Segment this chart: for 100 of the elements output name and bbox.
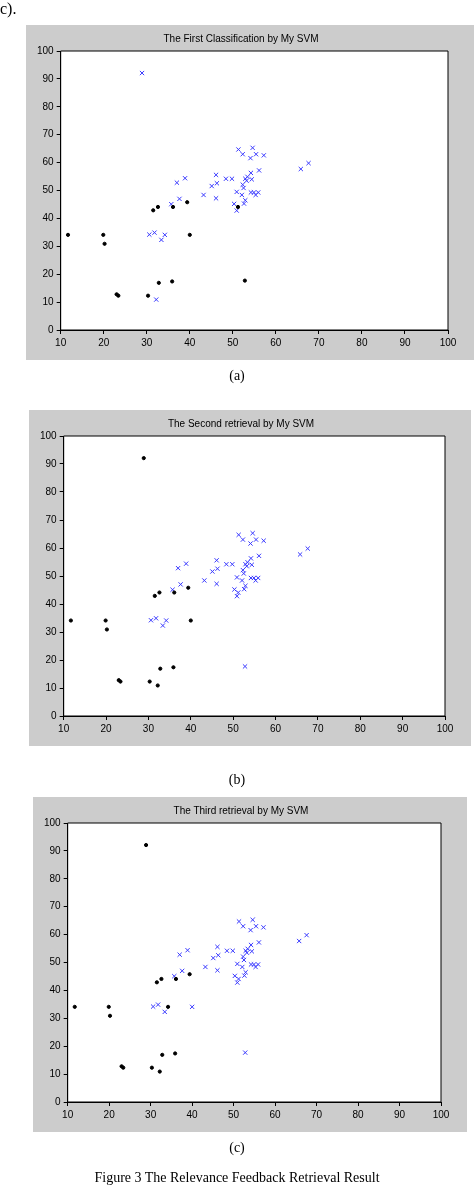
text: c).	[0, 0, 17, 18]
y-tick-label: 0	[48, 323, 55, 335]
point	[241, 586, 247, 592]
point	[179, 968, 185, 974]
point	[234, 979, 240, 986]
x-tick-label: 20	[98, 336, 110, 348]
point	[177, 952, 183, 958]
point	[261, 152, 267, 158]
point	[250, 145, 256, 151]
y-tick-label: 90	[45, 457, 58, 469]
point	[240, 182, 246, 188]
point	[151, 230, 158, 236]
point	[231, 201, 237, 207]
point	[223, 561, 229, 567]
point	[253, 151, 259, 157]
caption: Figure 3 The Relevance Feedback Retrieval Result	[93, 1170, 381, 1185]
point	[162, 232, 168, 238]
chart-title: The Second retrieval by My SVM	[167, 417, 315, 429]
x-tick-label: 10	[62, 1108, 74, 1120]
x-tick-label: 90	[397, 722, 409, 734]
point	[255, 961, 261, 968]
x-tick-label: 50	[227, 722, 240, 734]
point	[229, 176, 235, 182]
point	[239, 577, 245, 584]
x-tick-label: 70	[313, 336, 325, 348]
x-tick-label: 20	[103, 1108, 116, 1120]
point	[255, 189, 261, 196]
point	[250, 917, 256, 923]
point	[256, 167, 262, 174]
x-tick-label: 70	[311, 1108, 323, 1120]
point	[236, 918, 242, 925]
point	[155, 1002, 161, 1008]
point	[241, 570, 247, 577]
x-tick-label: 30	[145, 1108, 157, 1120]
point	[252, 964, 259, 970]
x-tick-label: 40	[186, 1108, 199, 1120]
x-tick-label: 30	[141, 336, 153, 348]
point	[230, 948, 236, 954]
y-tick-label: 40	[49, 984, 62, 996]
point	[214, 581, 220, 587]
y-tick-label: 100	[44, 816, 62, 828]
point	[247, 927, 254, 933]
point	[189, 1004, 195, 1010]
y-tick-label: 20	[42, 267, 55, 279]
point	[242, 583, 249, 589]
y-tick-label: 80	[49, 872, 62, 884]
point	[253, 192, 259, 198]
point	[178, 581, 184, 588]
point	[214, 967, 221, 973]
point	[175, 565, 181, 571]
x-tick-label: 20	[100, 722, 113, 734]
point	[229, 561, 235, 567]
point	[162, 1009, 168, 1015]
y-tick-label: 40	[42, 212, 55, 224]
x-tick-label: 40	[184, 336, 196, 348]
point	[242, 1050, 248, 1056]
y-tick-label: 70	[42, 128, 55, 140]
y-tick-label: 40	[45, 597, 58, 609]
point	[182, 175, 188, 181]
point	[215, 952, 221, 958]
point	[240, 536, 246, 543]
x-tick-label: 40	[185, 722, 197, 734]
point	[213, 195, 219, 201]
point	[236, 532, 242, 538]
point	[234, 189, 240, 195]
point	[234, 207, 240, 214]
y-tick-label: 80	[45, 485, 58, 497]
point	[305, 160, 312, 166]
point	[201, 577, 207, 584]
x-tick-label: 60	[269, 1108, 282, 1120]
point	[148, 617, 154, 623]
point	[247, 155, 254, 161]
x-tick-label: 50	[227, 336, 239, 348]
y-tick-label: 60	[45, 541, 58, 553]
point	[240, 923, 246, 929]
x-tick-label: 90	[393, 1108, 406, 1120]
point	[261, 538, 267, 544]
x-tick-label: 60	[269, 722, 282, 734]
point	[183, 561, 189, 567]
y-tick-label: 80	[42, 100, 55, 112]
x-tick-label: 80	[356, 336, 368, 348]
point	[298, 166, 304, 172]
point	[256, 939, 262, 946]
point	[243, 969, 249, 975]
point	[235, 146, 242, 153]
x-tick-label: 30	[142, 722, 155, 734]
y-tick-label: 30	[42, 240, 55, 252]
point	[200, 192, 207, 198]
y-tick-label: 70	[45, 513, 58, 525]
point	[146, 231, 152, 238]
x-tick-label: 100	[436, 722, 454, 734]
point	[296, 938, 302, 944]
y-tick-label: 10	[49, 1067, 62, 1079]
point	[209, 183, 215, 189]
point	[214, 557, 220, 563]
point	[150, 1003, 156, 1010]
point	[234, 574, 240, 581]
y-tick-label: 20	[45, 653, 58, 665]
y-tick-label: 50	[49, 956, 62, 968]
point	[153, 615, 159, 621]
